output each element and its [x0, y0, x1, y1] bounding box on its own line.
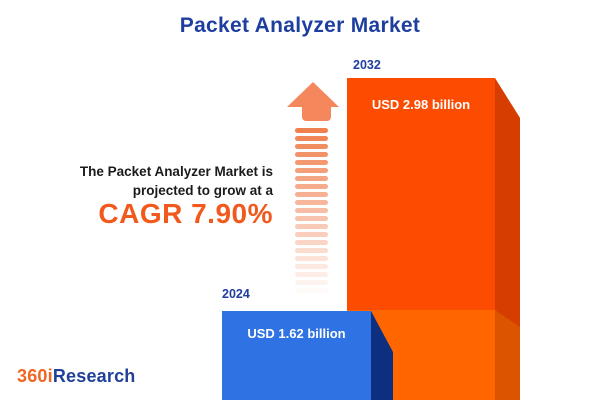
- arrow-dash: [295, 136, 328, 141]
- bar-year-label-2032: 2032: [353, 58, 381, 72]
- description-line-1: The Packet Analyzer Market is: [79, 164, 273, 179]
- arrow-dash: [295, 192, 328, 197]
- bar-year-label-2024: 2024: [222, 287, 250, 301]
- logo-suffix: Research: [52, 366, 136, 386]
- arrow-dash: [295, 152, 328, 157]
- arrow-dash: [295, 264, 328, 269]
- bar-value-2032: USD 2.98 billion: [371, 97, 471, 112]
- arrow-neck: [302, 103, 331, 121]
- arrow-dash: [295, 208, 328, 213]
- arrow-dash: [295, 160, 328, 165]
- arrow-dash: [295, 216, 328, 221]
- arrow-dash: [295, 232, 328, 237]
- bar-2024-front-face: [222, 311, 371, 400]
- bar-2032-lower-side-face: [495, 310, 520, 400]
- arrow-dash: [295, 280, 328, 285]
- growth-description: The Packet Analyzer Market is projected …: [30, 162, 273, 229]
- arrow-dash: [295, 168, 328, 173]
- cagr-value: CAGR 7.90%: [98, 198, 273, 229]
- arrow-dash: [295, 256, 328, 261]
- logo-prefix: 360i: [17, 366, 53, 386]
- logo-360iresearch: 360iResearch: [17, 366, 136, 387]
- arrow-dash: [295, 288, 328, 293]
- bar-value-2024: USD 1.62 billion: [247, 326, 346, 341]
- description-line-2: projected to grow at a: [132, 183, 273, 198]
- arrow-dash: [295, 224, 328, 229]
- arrow-dash: [295, 144, 328, 149]
- arrow-dash: [295, 200, 328, 205]
- arrow-dash: [295, 272, 328, 277]
- arrow-dashes: [295, 128, 328, 296]
- arrow-dash: [295, 184, 328, 189]
- arrow-dash: [295, 176, 328, 181]
- page-title: Packet Analyzer Market: [179, 14, 421, 37]
- arrow-dash: [295, 128, 328, 133]
- arrow-dash: [295, 248, 328, 253]
- arrow-dash: [295, 240, 328, 245]
